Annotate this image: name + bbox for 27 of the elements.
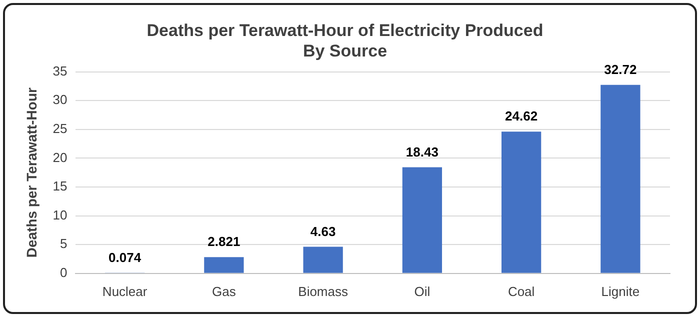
data-label: 0.074	[108, 250, 142, 266]
y-tick-label: 15	[52, 178, 68, 194]
x-tick-label: Biomass	[298, 284, 348, 299]
chart-title: Deaths per Terawatt-Hour of Electricity Produced By Source	[146, 20, 544, 60]
data-label: 18.43	[406, 144, 438, 160]
y-tick-label: 10	[52, 207, 68, 222]
data-label: 2.821	[208, 234, 240, 250]
data-label: 24.62	[505, 108, 538, 124]
y-axis-title: Deaths per Terawatt-Hour	[23, 86, 40, 258]
x-tick-label: Gas	[212, 284, 236, 299]
y-tick-label: 20	[52, 150, 68, 165]
bar	[501, 132, 542, 273]
y-tick-label: 5	[60, 236, 68, 252]
x-tick-label: Coal	[508, 284, 535, 299]
bar	[204, 257, 244, 273]
data-label: 32.72	[604, 62, 637, 78]
y-tick-label: 0	[60, 264, 68, 280]
bar	[600, 84, 640, 273]
y-tick-label: 25	[52, 120, 68, 136]
y-tick-label: 35	[52, 63, 68, 78]
x-tick-label: Lignite	[601, 284, 640, 299]
bar	[303, 246, 343, 273]
bar	[402, 167, 442, 273]
x-tick-label: Oil	[414, 284, 430, 299]
x-tick-label: Nuclear	[102, 284, 148, 299]
data-label: 4.63	[310, 224, 336, 239]
y-tick-label: 30	[52, 92, 68, 108]
